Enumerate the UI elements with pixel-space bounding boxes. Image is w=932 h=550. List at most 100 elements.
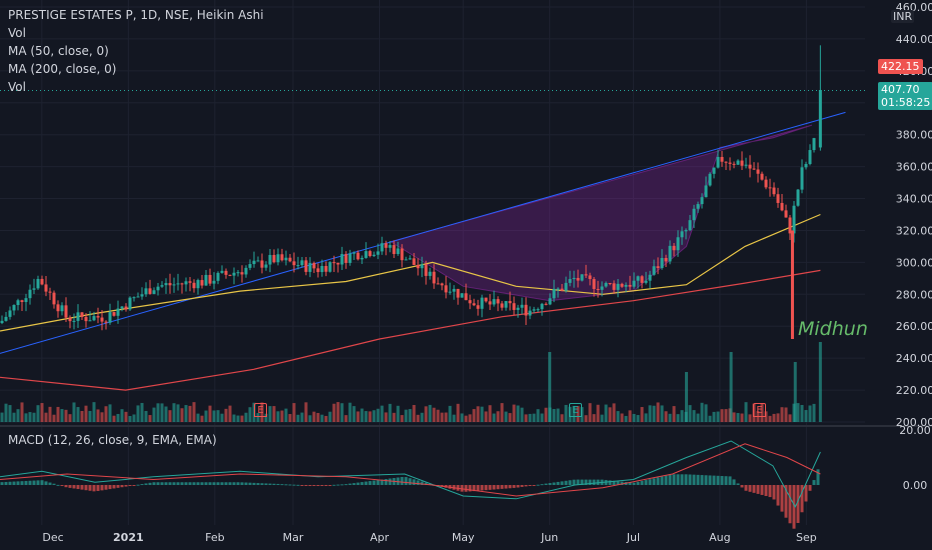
- macd-histogram-bar: [296, 484, 300, 486]
- macd-histogram-bar: [484, 485, 488, 491]
- macd-histogram-bar: [628, 482, 632, 485]
- candle-body: [460, 293, 464, 298]
- macd-histogram-bar: [808, 485, 812, 491]
- volume-bar: [620, 413, 624, 422]
- macd-histogram-bar: [716, 475, 720, 485]
- candle-body: [652, 266, 656, 275]
- macd-histogram-bar: [668, 474, 672, 485]
- indicator-vol[interactable]: Vol: [8, 26, 26, 40]
- volume-bar: [664, 411, 668, 422]
- volume-bar: [228, 405, 232, 422]
- macd-histogram-bar: [212, 482, 216, 485]
- symbol-title[interactable]: PRESTIGE ESTATES P, 1D, NSE, Heikin Ashi: [8, 8, 264, 22]
- candle-body: [124, 306, 128, 310]
- indicator-ma50[interactable]: MA (50, close, 0): [8, 44, 109, 58]
- macd-histogram-bar: [12, 481, 16, 485]
- macd-histogram-bar: [200, 482, 204, 485]
- candle-body: [560, 288, 564, 291]
- macd-histogram-bar: [236, 482, 240, 485]
- macd-histogram-bar: [8, 481, 12, 485]
- y-tick-label: 340.00: [896, 193, 932, 206]
- volume-bar: [24, 413, 28, 422]
- volume-bar: [704, 404, 708, 422]
- volume-bar: [124, 411, 128, 422]
- volume-bar: [516, 405, 520, 422]
- volume-bar: [12, 412, 16, 422]
- volume-bar: [612, 403, 616, 422]
- candle-body: [712, 167, 716, 174]
- candle-body: [792, 205, 796, 234]
- macd-legend[interactable]: MACD (12, 26, close, 9, EMA, EMA): [8, 433, 217, 447]
- macd-histogram-bar: [244, 482, 248, 485]
- volume-bar: [40, 403, 44, 422]
- candle-body: [116, 308, 120, 316]
- macd-histogram-bar: [740, 485, 744, 488]
- volume-bar: [764, 411, 768, 422]
- macd-histogram-bar: [720, 476, 724, 485]
- macd-histogram-bar: [752, 485, 756, 493]
- volume-bar: [320, 414, 324, 422]
- macd-histogram-bar: [472, 485, 476, 492]
- candle-body: [608, 282, 612, 284]
- macd-pane: [0, 440, 821, 529]
- volume-bar: [196, 413, 200, 422]
- countdown-timer: 01:58:25: [881, 96, 931, 109]
- candle-body: [716, 156, 720, 168]
- candle-body: [128, 297, 132, 310]
- volume-bar: [640, 407, 644, 422]
- volume-bar: [576, 406, 580, 422]
- volume-bar: [188, 405, 192, 422]
- macd-histogram-bar: [524, 485, 528, 487]
- macd-histogram-bar: [404, 477, 408, 485]
- volume-bar: [512, 404, 516, 422]
- candle-body: [768, 187, 772, 189]
- macd-histogram-bar: [260, 483, 264, 485]
- earnings-badge[interactable]: E: [753, 403, 766, 417]
- volume-bar: [708, 415, 712, 422]
- y-tick-label: 220.00: [896, 384, 932, 397]
- macd-histogram-bar: [812, 480, 816, 485]
- macd-histogram-bar: [196, 482, 200, 485]
- candle-body: [324, 265, 328, 272]
- volume-bar: [176, 404, 180, 422]
- volume-bar: [284, 408, 288, 422]
- earnings-badge[interactable]: E: [569, 403, 582, 417]
- candle-body: [672, 245, 676, 251]
- macd-histogram-bar: [548, 483, 552, 485]
- candle-body: [440, 283, 444, 286]
- macd-histogram-bar: [552, 482, 556, 485]
- candle-body: [512, 303, 516, 310]
- volume-bar: [340, 403, 344, 422]
- volume-bar: [392, 412, 396, 422]
- candle-body: [468, 300, 472, 304]
- candle-body: [620, 283, 624, 287]
- candle-body: [616, 283, 620, 290]
- volume-bar: [184, 405, 188, 422]
- candle-body: [540, 303, 544, 310]
- candle-body: [376, 251, 380, 255]
- candle-body: [16, 300, 20, 306]
- macd-histogram-bar: [148, 482, 152, 485]
- volume-bar: [220, 413, 224, 422]
- volume-bar: [580, 407, 584, 422]
- earnings-badge[interactable]: E: [254, 403, 267, 417]
- candle-body: [72, 320, 76, 322]
- macd-histogram-bar: [804, 485, 808, 502]
- macd-histogram-bar: [424, 482, 428, 485]
- macd-histogram-bar: [256, 483, 260, 485]
- indicator-vol-2[interactable]: Vol: [8, 80, 26, 94]
- macd-histogram-bar: [632, 482, 636, 485]
- volume-bar: [304, 402, 308, 422]
- macd-histogram-bar: [304, 485, 308, 486]
- volume-bar: [544, 407, 548, 422]
- volume-bar: [672, 406, 676, 422]
- volume-bar: [112, 415, 116, 422]
- macd-histogram-bar: [288, 484, 292, 486]
- macd-histogram-bar: [408, 478, 412, 485]
- volume-bar: [528, 413, 532, 422]
- candle-body: [60, 305, 64, 312]
- indicator-ma200[interactable]: MA (200, close, 0): [8, 62, 117, 76]
- volume-bar: [364, 411, 368, 422]
- candle-body: [740, 160, 744, 166]
